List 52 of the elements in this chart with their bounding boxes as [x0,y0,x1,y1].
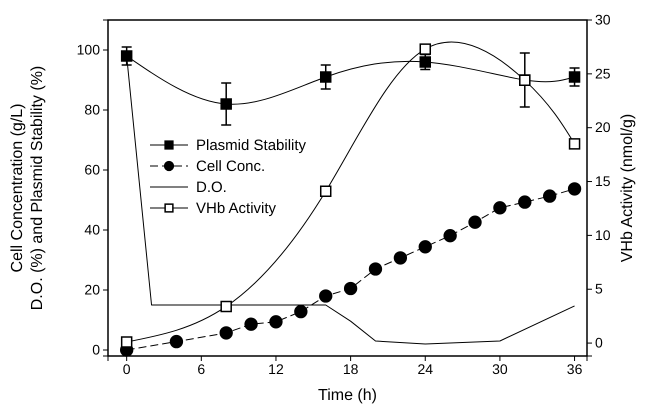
legend-label: VHb Activity [196,200,277,217]
legend-label: D.O. [196,179,227,196]
point [319,289,332,303]
point [368,262,382,276]
x-tick-label: 24 [417,360,434,377]
x-tick-label: 0 [122,360,131,377]
point [394,251,408,265]
point [269,315,283,328]
legend-label: Cell Conc. [196,158,266,175]
y-tick-label: 40 [84,221,100,238]
point [244,318,258,331]
x-tick-label: 36 [566,360,583,377]
point [568,71,580,83]
point [420,43,432,55]
point [543,189,556,203]
point [493,201,507,214]
point [320,185,332,197]
x-tick-label: 30 [492,360,508,377]
y-tick-label: 60 [84,161,100,178]
point [518,195,532,209]
x-tick-label: 18 [342,360,359,377]
point [443,229,457,242]
y2-tick-label: 20 [595,119,611,136]
point [320,71,332,83]
y2-tick-label: 0 [595,334,603,351]
y2-tick-label: 25 [595,65,611,82]
x-axis-title: Time (h) [318,387,377,404]
point [220,98,232,110]
point [568,138,580,150]
y2-tick-label: 30 [595,11,611,28]
y-axis-title: Cell Concentration (g/L) D.O. (%) and Plasmid Stability (%) [9,66,46,310]
x-tick-label: 6 [197,360,206,377]
point [568,182,582,196]
point [120,336,132,348]
point [170,334,184,348]
y-tick-label: 0 [92,341,100,358]
y2-tick-label: 5 [595,280,603,297]
x-tick-label: 12 [268,360,284,377]
point [418,240,432,254]
point [468,216,482,229]
point [220,300,232,312]
point [220,326,233,340]
y-tick-label: 80 [84,101,100,118]
y2-tick-label: 15 [595,173,611,190]
y2-tick-label: 10 [595,226,611,243]
legend-label: Plasmid Stability [196,137,307,154]
y-tick-label: 20 [84,281,100,298]
y-tick-label: 100 [76,41,100,58]
point [120,50,132,62]
point [294,304,308,318]
point [344,282,358,296]
y2-axis-title: VHb Activity (nmol/g) [619,114,636,262]
